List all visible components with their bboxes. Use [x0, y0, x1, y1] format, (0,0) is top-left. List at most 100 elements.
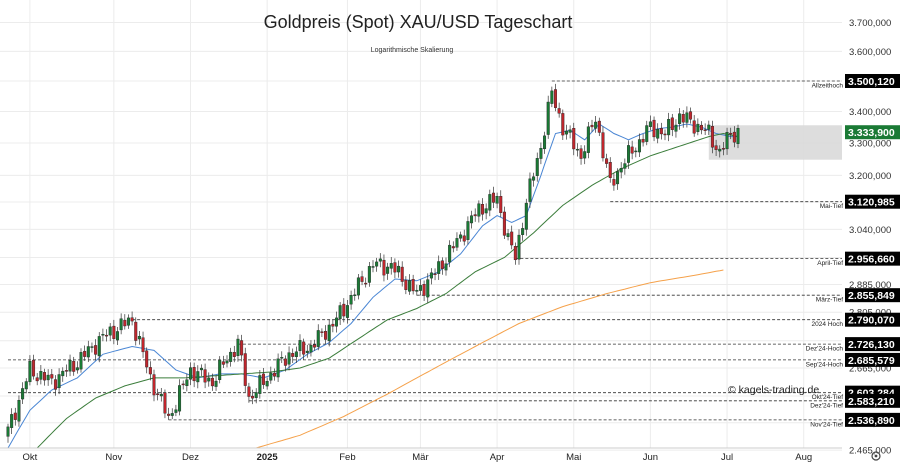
candle-body — [674, 124, 678, 132]
x-tick-label: Okt — [23, 452, 38, 463]
level-value-box — [845, 288, 900, 303]
candle-body — [459, 234, 463, 239]
candle-body — [108, 326, 112, 336]
candle-body — [367, 266, 371, 283]
candle-body — [630, 146, 634, 154]
y-tick-label: 2.665,000 — [849, 363, 891, 374]
candle-body — [167, 413, 171, 416]
candle-body — [681, 114, 685, 123]
level-value-box — [845, 393, 900, 408]
level-name-label: Dez'24-Tief — [810, 402, 843, 409]
candle-body — [663, 133, 667, 136]
watermark: © kagels-trading.de — [728, 384, 819, 396]
candle-body — [324, 330, 328, 340]
candle-body — [338, 305, 342, 319]
candle-body — [696, 123, 700, 132]
chart-subtitle: Logarithmische Skalierung — [371, 47, 454, 54]
candle-body — [86, 346, 90, 358]
candle-body — [400, 266, 404, 282]
candle-body — [105, 334, 109, 337]
candle-body — [170, 413, 174, 416]
candle-body — [35, 377, 39, 382]
candle-body — [499, 196, 503, 213]
candle-body — [714, 145, 718, 150]
current-price-label: 3.333,900 — [848, 127, 895, 139]
candle-body — [28, 360, 32, 383]
level-value-label: 2.685,579 — [848, 355, 895, 367]
level-value-box — [845, 73, 900, 88]
candle-body — [43, 372, 47, 381]
candle-body — [254, 392, 258, 398]
candle-body — [24, 381, 28, 390]
candle-body — [586, 126, 590, 153]
candle-body — [495, 196, 499, 204]
candle-body — [634, 150, 638, 153]
level-labels: Allzeithoch 3.500,120 Mai-Tief 3.120,985 Apr… — [806, 73, 900, 428]
candle-body — [473, 214, 477, 217]
candle-body — [236, 338, 240, 356]
candle-body — [298, 340, 302, 351]
y-tick-label: 3.600,000 — [849, 47, 891, 58]
candle-body — [6, 426, 10, 437]
candle-body — [685, 112, 689, 123]
candle-body — [156, 393, 160, 395]
candle-body — [652, 119, 656, 138]
x-tick-label: Aug — [795, 452, 812, 463]
candle-body — [247, 386, 251, 397]
candle-body — [517, 234, 521, 260]
candle-body — [134, 321, 138, 341]
candle-body — [39, 371, 43, 380]
level-name-label: März-Tief — [816, 297, 843, 304]
candle-body — [418, 285, 422, 291]
candle-body — [90, 346, 94, 348]
candle-body — [656, 128, 660, 139]
candle-body — [700, 124, 704, 131]
candle-body — [130, 317, 134, 322]
candle-body — [725, 132, 729, 150]
candle-body — [481, 204, 485, 215]
candle-body — [364, 282, 368, 285]
x-axis: Okt Nov Dez 2025 Feb Mär Apr Mai Jun Jul Aug — [0, 447, 842, 463]
y-tick-label: 3.400,000 — [849, 107, 891, 118]
settings-gear-icon[interactable] — [871, 451, 881, 461]
level-value-label: 2.956,660 — [848, 254, 895, 266]
candle-body — [185, 379, 189, 387]
candle-body — [546, 101, 550, 135]
candle-body — [524, 202, 528, 230]
candle-body — [627, 145, 631, 163]
level-value-box — [845, 312, 900, 327]
candle-body — [46, 374, 50, 381]
candlesticks — [6, 83, 740, 443]
candle-body — [382, 259, 386, 276]
candle-body — [535, 158, 539, 176]
candle-body — [386, 266, 390, 274]
candle-body — [532, 176, 536, 181]
candle-body — [408, 280, 412, 292]
candle-body — [353, 294, 357, 297]
candle-body — [670, 117, 674, 130]
x-tick-label: Nov — [105, 452, 122, 463]
candle-body — [710, 126, 714, 148]
candle-body — [240, 340, 244, 356]
candle-body — [21, 388, 25, 400]
candle-body — [429, 272, 433, 279]
candle-body — [470, 215, 474, 224]
candle-body — [729, 132, 733, 135]
candle-body — [68, 360, 72, 372]
candle-body — [112, 325, 116, 339]
candle-body — [448, 244, 452, 263]
candle-body — [294, 351, 298, 358]
candle-body — [648, 121, 652, 127]
candle-body — [287, 352, 291, 365]
candle-body — [148, 367, 152, 375]
candle-body — [659, 128, 663, 135]
candle-body — [327, 324, 331, 342]
candle-body — [689, 111, 693, 120]
candle-body — [335, 317, 339, 327]
candle-body — [415, 289, 419, 292]
candle-body — [163, 392, 167, 414]
candle-body — [645, 125, 649, 142]
candle-body — [528, 178, 532, 202]
